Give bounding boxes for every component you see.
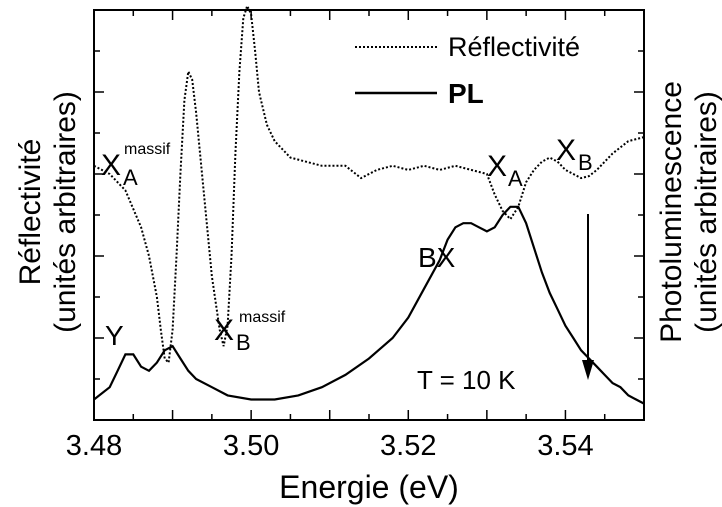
xb-sub: B xyxy=(578,150,593,175)
xa-main: X xyxy=(487,150,507,183)
reflectivity-series-line xyxy=(93,3,645,365)
xa-massif-sub: A xyxy=(123,165,138,190)
annotation-y: Y xyxy=(105,320,124,351)
annotation-xb: X B xyxy=(556,134,593,175)
y-axis-right-title: Photoluminescence xyxy=(655,81,688,343)
xb-massif-sup: massif xyxy=(239,309,286,326)
xa-sub: A xyxy=(508,166,523,191)
x-axis-title: Energie (eV) xyxy=(279,469,459,505)
annotation-xa: X A xyxy=(487,150,523,191)
annotation-temperature: T = 10 K xyxy=(417,365,516,395)
annotation-xa-massif: X A massif xyxy=(101,141,171,190)
y-axis-left-title: Réflectivité xyxy=(14,139,47,286)
legend-pl-label: PL xyxy=(448,78,484,109)
pl-series-line xyxy=(93,205,645,405)
x-tick-labels: 3.48 3.50 3.52 3.54 xyxy=(66,430,594,462)
annotation-bx: BX xyxy=(418,242,456,273)
legend-reflectivity-label: Réflectivité xyxy=(448,32,580,62)
xb-massif-sub: B xyxy=(236,330,251,355)
x-tick-label: 3.48 xyxy=(66,430,122,462)
x-tick-label: 3.54 xyxy=(537,430,593,462)
x-tick-label: 3.50 xyxy=(223,430,279,462)
x-tick-label: 3.52 xyxy=(380,430,436,462)
xb-massif-main: X xyxy=(214,314,234,347)
y-axis-right-subtitle: (unités arbitraires) xyxy=(690,91,722,333)
down-arrow-icon xyxy=(582,214,594,380)
xa-massif-sup: massif xyxy=(124,141,171,158)
annotation-xb-massif: X B massif xyxy=(214,309,286,355)
xa-massif-main: X xyxy=(101,149,121,182)
y-axis-left-subtitle: (unités arbitraires) xyxy=(49,91,82,333)
legend: Réflectivité PL xyxy=(355,32,580,109)
xb-main: X xyxy=(556,134,576,167)
